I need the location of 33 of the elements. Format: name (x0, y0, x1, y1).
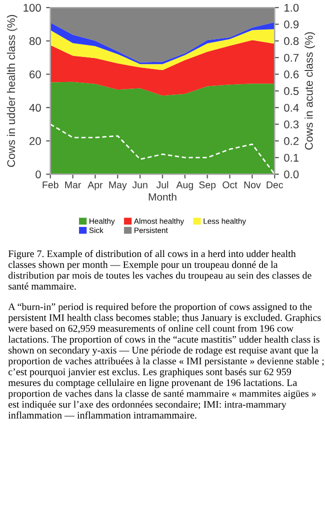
text: A “burn-in” period is required before the proportion of cows assigned to the persistent IMI health class becomes stable; thus January is excluded. Graphics were based on 62,959 measurements of online cell count from 196 cow lactations. The proportion of cows in the “acute mastitis” udder health class is shown on secondary y-axis — Une période de rodage est requise avant que la proportion de vaches attribuées à la classe « IMI persistante » devienne stable ; c’est pourquoi janvier est exclus. Les graphiques sont basés sur 62 959 mesures du comptage cellulaire en ligne provenant de 196 lactations. La proportion de vaches dans la classe de santé mammaire « mammites aigües » est indiquée sur l’axe des ordonnées secondaire; IMI: intra-mammary inflammation — inflammation intramammaire. (8, 303, 324, 419)
y2-axis-title: Cows in acute class (%) (304, 32, 316, 150)
x-tick-label: May (109, 182, 127, 190)
x-tick-label: Jun (132, 182, 148, 188)
y2-tick-label: 1.0 (284, 4, 299, 12)
y-tick-label: 20 (30, 137, 41, 146)
x-tick-label: Nov (244, 182, 261, 188)
x-tick-label: Mar (65, 182, 82, 188)
y2-tick-label: 0.5 (284, 87, 299, 96)
y2-tick-label: 0.1 (284, 154, 299, 162)
y-tick-label: 40 (29, 104, 41, 112)
x-axis-title: Month (148, 193, 176, 201)
x-tick-label: Oct (222, 181, 238, 188)
y2-tick-label: 0.2 (284, 137, 299, 146)
x-tick-label: Dec (266, 182, 284, 188)
y-tick-label: 60 (30, 70, 41, 78)
y2-tick-label: 0.7 (284, 54, 299, 62)
caption: Figure 7. Example of distribution of all cows in a herd into udder health classes shown per month — Exemple pour un troupeau donné de la distribution par mois de toutes les vaches du troupeau au sein des classes de santé mammaire. (8, 250, 312, 290)
y2-tick-label: 0.9 (284, 20, 299, 28)
y-tick-label: 80 (29, 37, 41, 46)
x-tick-label: Jul (156, 181, 168, 188)
y2-tick-label: 0.0 (284, 170, 299, 178)
y2-tick-label: 0.6 (284, 70, 299, 78)
x-tick-label: Feb (42, 181, 58, 188)
y2-tick-label: 0.8 (284, 37, 299, 46)
y-axis-title: Cows in udder health class (%) (6, 15, 18, 167)
y2-tick-label: 0.3 (284, 120, 299, 128)
x-tick-label: Aug (176, 182, 193, 190)
y-tick-label: 0 (36, 170, 41, 178)
y2-tick-label: 0.4 (284, 104, 299, 112)
y-tick-label: 100 (24, 4, 41, 12)
x-tick-label: Apr (88, 182, 103, 190)
x-tick-label: Sep (199, 181, 216, 190)
